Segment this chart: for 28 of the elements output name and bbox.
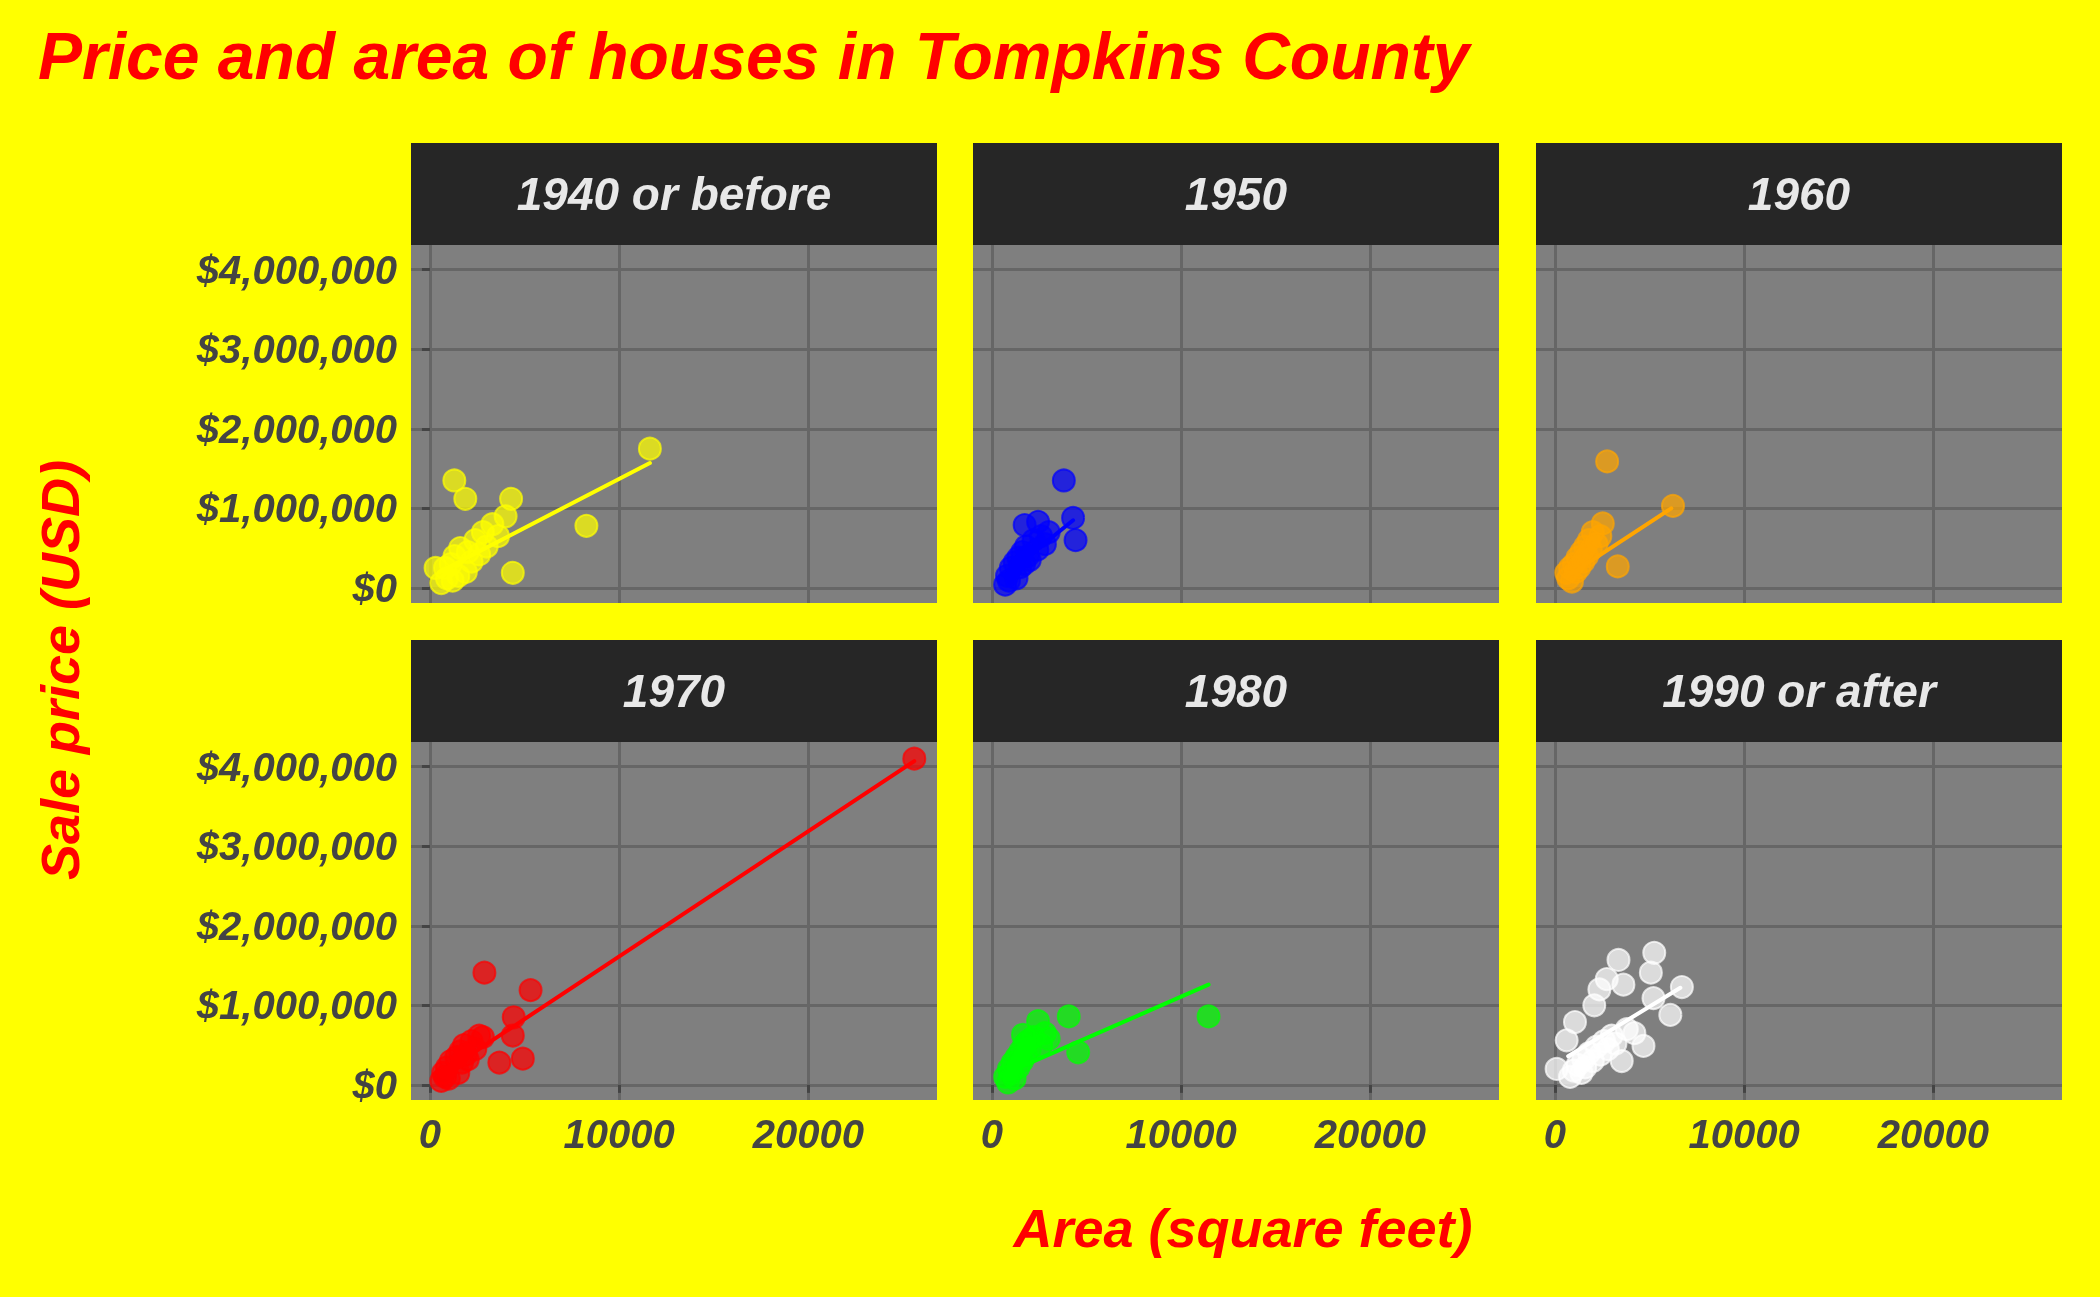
chart-title: 1940 or before [411, 143, 937, 245]
y-tick-label: $0 [351, 565, 397, 610]
y-tick-label: $1,000,000 [195, 486, 397, 531]
x-tick-label: 0 [418, 1112, 442, 1156]
x-tick-label: 10000 [1688, 1112, 1800, 1156]
chart-title: 1990 or after [1536, 640, 2062, 742]
x-tick-label: 20000 [751, 1112, 864, 1156]
chart-title: 1980 [973, 640, 1499, 742]
x-tick-label: 10000 [1125, 1112, 1237, 1156]
y-tick-label: $4,000,000 [195, 744, 397, 789]
x-tick-label: 0 [1543, 1112, 1567, 1156]
y-tick-label: $2,000,000 [195, 406, 397, 451]
text: Price and area of houses in Tompkins County [38, 18, 1470, 94]
y-tick-label: $2,000,000 [195, 903, 397, 948]
chart-title: 1970 [411, 640, 937, 742]
x-tick-label: 0 [980, 1112, 1004, 1156]
y-axis-title: Sale price (USD) [29, 459, 91, 881]
x-tick-label: 10000 [563, 1112, 675, 1156]
chart-title: 1960 [1536, 143, 2062, 245]
chart-title: 1950 [973, 143, 1499, 245]
y-tick-label: $3,000,000 [195, 327, 397, 372]
y-tick-label: $1,000,000 [195, 983, 397, 1028]
y-tick-label: $4,000,000 [195, 247, 397, 292]
x-tick-label: 20000 [1313, 1112, 1426, 1156]
x-tick-label: 20000 [1876, 1112, 1989, 1156]
y-tick-label: $0 [351, 1062, 397, 1107]
y-tick-label: $3,000,000 [195, 824, 397, 869]
x-axis-title: Area (square feet) [1013, 1197, 1473, 1259]
